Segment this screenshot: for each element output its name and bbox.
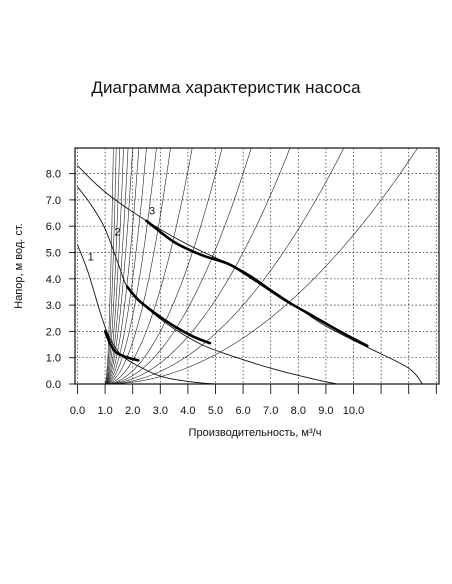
chart-title: Диаграмма характеристик насоса [91,78,361,97]
grid [75,148,439,384]
x-axis-ticks: 0.0 1.0 2.0 3.0 4.0 5.0 6.0 7.0 8.0 9.0 10.0 [70,384,437,417]
system-curve [105,148,171,384]
system-curve [105,148,345,384]
y-tick-label: 8.0 [46,169,61,181]
system-curve [105,148,193,384]
system-curve [104,148,133,384]
y-tick-label: 4.0 [46,274,61,286]
x-tick-label: 2.0 [125,405,140,417]
system-curve [105,148,140,384]
x-tick-label: 10.0 [343,405,364,417]
x-tick-label: 4.0 [180,405,195,417]
system-curves [104,148,418,384]
x-axis-label: Производительность, м³/ч [189,427,322,439]
x-tick-label: 7.0 [263,405,278,417]
pump-curve-1-working-range [103,330,140,362]
x-tick-label: 9.0 [318,405,333,417]
system-curve [104,148,129,384]
system-curve [105,148,252,384]
pump-curve-2 [77,186,337,384]
x-tick-label: 0.0 [70,405,85,417]
y-tick-label: 6.0 [46,221,61,233]
system-curve [105,148,291,384]
y-tick-label: 2.0 [46,326,61,338]
y-tick-label: 1.0 [46,353,61,365]
x-tick-label: 6.0 [235,405,250,417]
x-tick-label: 5.0 [208,405,223,417]
plot-frame [74,147,440,385]
y-tick-label: 7.0 [46,195,61,207]
x-tick-label: 1.0 [97,405,112,417]
pump-curve-2-working-range [125,285,212,345]
pump-curve-3-working-range [145,219,369,348]
system-curve [104,148,121,384]
curve-label-1: 1 [88,251,94,263]
y-tick-label: 3.0 [46,300,61,312]
curve-labels: 1 2 3 [88,205,155,263]
x-tick-label: 8.0 [291,405,306,417]
y-axis-label: Напор, м вод. ст. [13,223,25,309]
pump-curve-1 [77,244,244,384]
system-curve [105,148,157,384]
system-curve [104,148,117,384]
y-tick-label: 0.0 [46,379,61,391]
y-axis-ticks: 0.0 1.0 2.0 3.0 4.0 5.0 6.0 7.0 8.0 [46,169,75,391]
system-curve [105,148,418,384]
system-curve [105,148,147,384]
x-tick-label: 3.0 [153,405,168,417]
curve-label-2: 2 [114,226,120,238]
y-tick-label: 5.0 [46,248,61,260]
system-curve [104,148,124,384]
curve-label-3: 3 [149,205,155,217]
pump-curves [77,165,423,384]
system-curve [104,148,114,384]
